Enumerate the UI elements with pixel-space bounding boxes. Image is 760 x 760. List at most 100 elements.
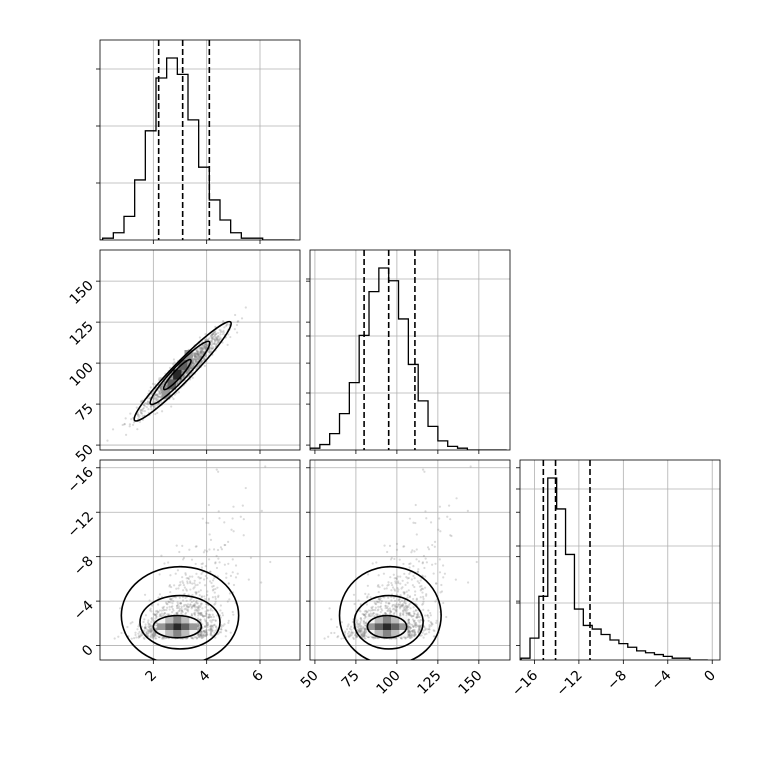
scatter-point: [159, 613, 162, 616]
y-tick-label: −4: [71, 598, 97, 624]
scatter-point: [157, 390, 161, 393]
scatter-point: [190, 614, 193, 617]
density-cell: [382, 616, 392, 624]
scatter-point: [373, 614, 376, 618]
scatter-point: [361, 635, 364, 638]
scatter-point: [362, 622, 365, 625]
scatter-point: [411, 635, 414, 638]
scatter-point: [393, 611, 396, 614]
scatter-point: [200, 595, 203, 599]
scatter-point: [430, 624, 433, 627]
scatter-point: [204, 633, 208, 636]
scatter-point: [364, 637, 367, 640]
scatter-point: [195, 360, 199, 363]
scatter-point: [160, 612, 164, 615]
scatter-point: [196, 351, 199, 354]
scatter-point: [359, 630, 362, 634]
scatter-point: [394, 580, 397, 583]
scatter-point: [446, 515, 449, 518]
scatter-point: [158, 377, 161, 380]
scatter-point: [158, 593, 162, 596]
scatter-point: [175, 606, 179, 610]
scatter-point: [210, 347, 213, 350]
scatter-point: [178, 609, 182, 612]
scatter-point: [131, 621, 134, 624]
scatter-point: [163, 380, 166, 383]
scatter-point: [359, 627, 362, 630]
scatter-point: [161, 387, 164, 390]
scatter-point: [172, 397, 175, 401]
scatter-point: [395, 609, 398, 613]
scatter-point: [215, 468, 218, 471]
scatter-point: [345, 628, 349, 631]
scatter-point: [197, 354, 200, 357]
scatter-point: [197, 355, 200, 358]
scatter-point: [194, 360, 197, 363]
scatter-point: [152, 612, 155, 616]
scatter-point: [361, 634, 364, 637]
scatter-point: [365, 612, 368, 615]
scatter-point: [195, 602, 198, 605]
scatter-point: [191, 365, 194, 368]
scatter-point: [377, 597, 381, 601]
scatter-point: [398, 597, 401, 600]
scatter-point: [450, 534, 453, 538]
scatter-point: [409, 627, 412, 630]
scatter-point: [211, 337, 214, 341]
scatter-point: [150, 620, 153, 624]
scatter-point: [364, 616, 367, 619]
scatter-point: [180, 607, 183, 610]
scatter-point: [188, 575, 192, 578]
scatter-point: [372, 612, 375, 615]
scatter-point: [202, 615, 205, 618]
scatter-point: [211, 332, 214, 336]
scatter-point: [205, 344, 209, 347]
scatter-point: [211, 336, 214, 340]
scatter-point: [402, 545, 405, 548]
scatter-point: [429, 521, 433, 524]
scatter-point: [139, 634, 143, 637]
scatter-point: [213, 603, 216, 606]
scatter-point: [185, 637, 188, 640]
scatter-point: [206, 633, 209, 636]
scatter-point: [366, 596, 369, 599]
scatter-point: [363, 637, 366, 640]
scatter-point: [197, 624, 201, 627]
scatter-point: [443, 572, 446, 575]
scatter-point: [357, 626, 360, 629]
scatter-point: [411, 631, 414, 634]
scatter-point: [205, 631, 208, 634]
scatter-point: [389, 610, 392, 613]
scatter-point: [219, 331, 222, 334]
scatter-point: [413, 633, 416, 636]
density-cell: [157, 623, 166, 630]
scatter-point: [231, 610, 234, 614]
scatter-point: [431, 543, 434, 547]
scatter-point: [362, 634, 366, 637]
scatter-point: [188, 369, 191, 372]
scatter-point: [215, 338, 218, 341]
scatter-point: [419, 596, 422, 599]
scatter-point: [435, 621, 438, 624]
scatter-point: [371, 605, 374, 608]
scatter-point: [194, 355, 198, 358]
scatter-point: [191, 365, 195, 368]
scatter-point: [202, 344, 205, 347]
scatter-point: [455, 497, 458, 500]
scatter-point: [364, 629, 367, 633]
scatter-point: [191, 636, 194, 640]
scatter-point: [154, 396, 158, 400]
density-cell: [181, 623, 190, 630]
scatter-point: [183, 603, 186, 607]
scatter-point: [207, 521, 210, 525]
scatter-point: [217, 510, 220, 513]
scatter-point: [159, 386, 162, 390]
x-tick-label: 4: [196, 667, 214, 685]
scatter-point: [204, 597, 207, 601]
scatter-point: [170, 605, 173, 609]
scatter-point: [159, 385, 163, 388]
scatter-point: [218, 338, 221, 341]
scatter-point: [210, 345, 213, 348]
scatter-point: [433, 540, 437, 543]
scatter-point: [195, 591, 198, 594]
